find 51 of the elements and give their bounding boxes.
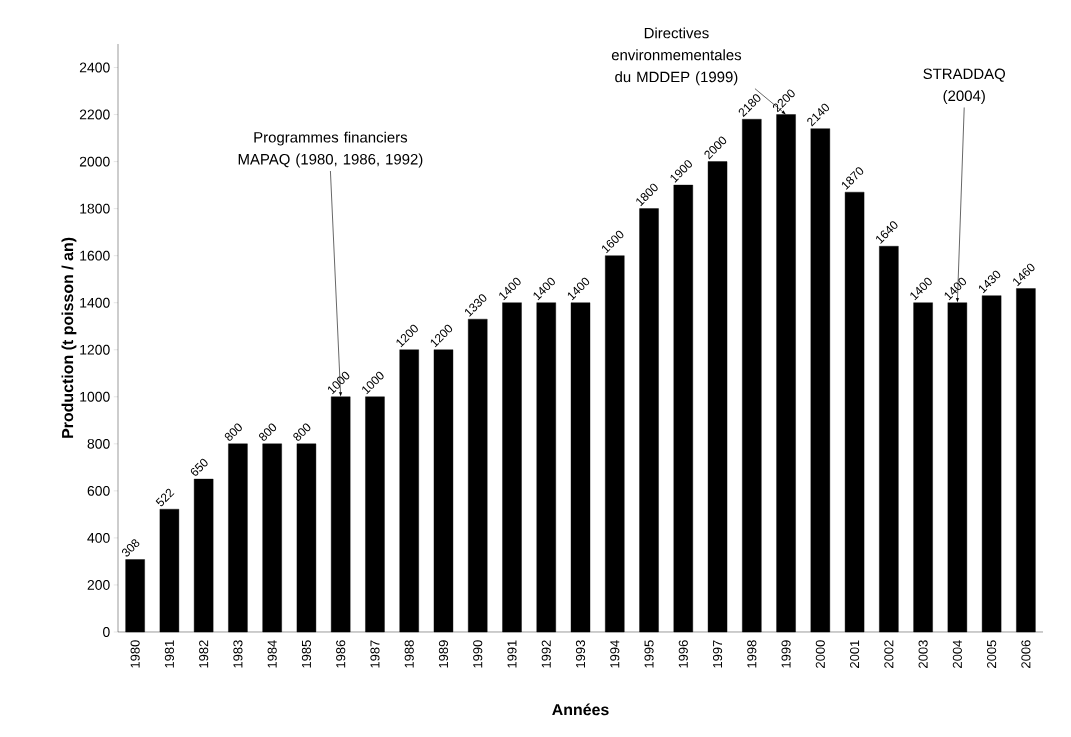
- x-tick-label: 1995: [644, 640, 654, 668]
- data-label: 522: [155, 488, 175, 507]
- x-tick-label: 1994: [610, 640, 620, 668]
- y-tick-label: 200: [87, 580, 110, 590]
- x-tick-label: 2004: [952, 640, 962, 668]
- x-axis-title: Années: [552, 703, 609, 716]
- x-tick-label: 1990: [473, 640, 483, 668]
- x-tick-label: 1983: [233, 640, 243, 668]
- x-tick-label: 2002: [884, 640, 894, 668]
- x-tick-label: 1987: [370, 640, 380, 668]
- annotation: Programmes financiers MAPAQ (1980, 1986, 1992): [238, 131, 423, 168]
- x-tick-label: 1980: [130, 640, 140, 668]
- x-tick-label: 1989: [438, 640, 449, 668]
- x-tick-label: 1998: [747, 640, 757, 668]
- y-tick-label: 1200: [80, 344, 110, 355]
- y-tick-label: 400: [87, 532, 110, 543]
- y-tick-label: 1000: [80, 391, 110, 402]
- data-label: 650: [190, 458, 208, 476]
- x-tick-label: 1997: [712, 640, 723, 668]
- annotation: Directives environmementales du MDDEP (1999): [611, 27, 742, 86]
- annotation: STRADDAQ (2004): [923, 68, 1006, 104]
- data-label: 800: [224, 423, 242, 441]
- y-tick-label: 800: [87, 438, 110, 449]
- y-tick-label: 1400: [80, 297, 110, 308]
- x-tick-label: 2001: [850, 640, 860, 668]
- y-tick-label: 1800: [80, 203, 110, 214]
- x-tick-label: 1993: [575, 640, 586, 668]
- y-axis-title: Production (t poisson / an): [61, 237, 77, 438]
- x-tick-label: 1996: [678, 640, 688, 668]
- y-tick-label: 1600: [80, 250, 110, 261]
- y-tick-label: 600: [87, 485, 110, 496]
- x-tick-label: 2000: [815, 640, 825, 668]
- x-tick-label: 1991: [507, 640, 517, 668]
- x-tick-label: 2006: [1021, 640, 1031, 668]
- y-tick-label: 2000: [79, 156, 110, 167]
- data-label: 800: [259, 423, 277, 441]
- x-tick-label: 1992: [541, 640, 551, 668]
- x-tick-label: 2005: [987, 640, 997, 668]
- x-tick-label: 2003: [918, 640, 928, 668]
- x-tick-label: 1999: [781, 640, 791, 668]
- x-tick-label: 1988: [404, 640, 414, 668]
- x-tick-label: 1982: [199, 640, 209, 668]
- y-tick-label: 2400: [79, 62, 110, 73]
- data-label: 308: [121, 539, 140, 557]
- x-tick-label: 1981: [164, 640, 174, 668]
- x-tick-label: 1986: [336, 640, 346, 668]
- y-tick-label: 0: [103, 627, 110, 637]
- data-label: 800: [293, 423, 311, 441]
- x-tick-label: 1984: [267, 640, 277, 668]
- y-tick-label: 2200: [79, 109, 110, 120]
- x-tick-label: 1985: [301, 640, 312, 668]
